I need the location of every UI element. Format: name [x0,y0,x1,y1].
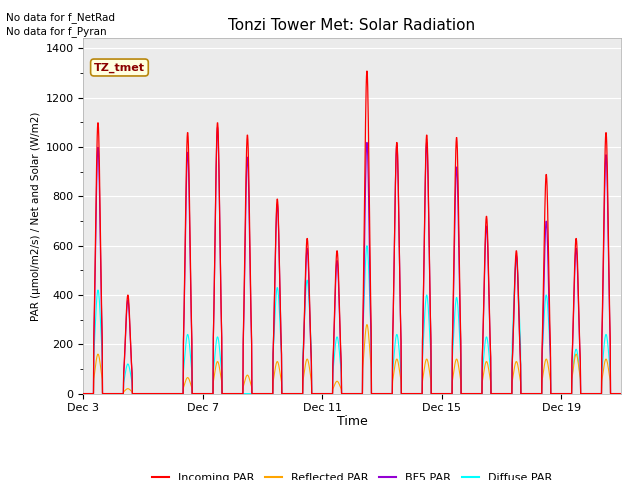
X-axis label: Time: Time [337,415,367,428]
Text: No data for f_Pyran: No data for f_Pyran [6,26,107,37]
Title: Tonzi Tower Met: Solar Radiation: Tonzi Tower Met: Solar Radiation [228,18,476,33]
Y-axis label: PAR (μmol/m2/s) / Net and Solar (W/m2): PAR (μmol/m2/s) / Net and Solar (W/m2) [31,111,41,321]
Legend: Incoming PAR, Reflected PAR, BF5 PAR, Diffuse PAR: Incoming PAR, Reflected PAR, BF5 PAR, Di… [148,468,556,480]
Text: TZ_tmet: TZ_tmet [94,62,145,72]
Text: No data for f_NetRad: No data for f_NetRad [6,12,115,23]
